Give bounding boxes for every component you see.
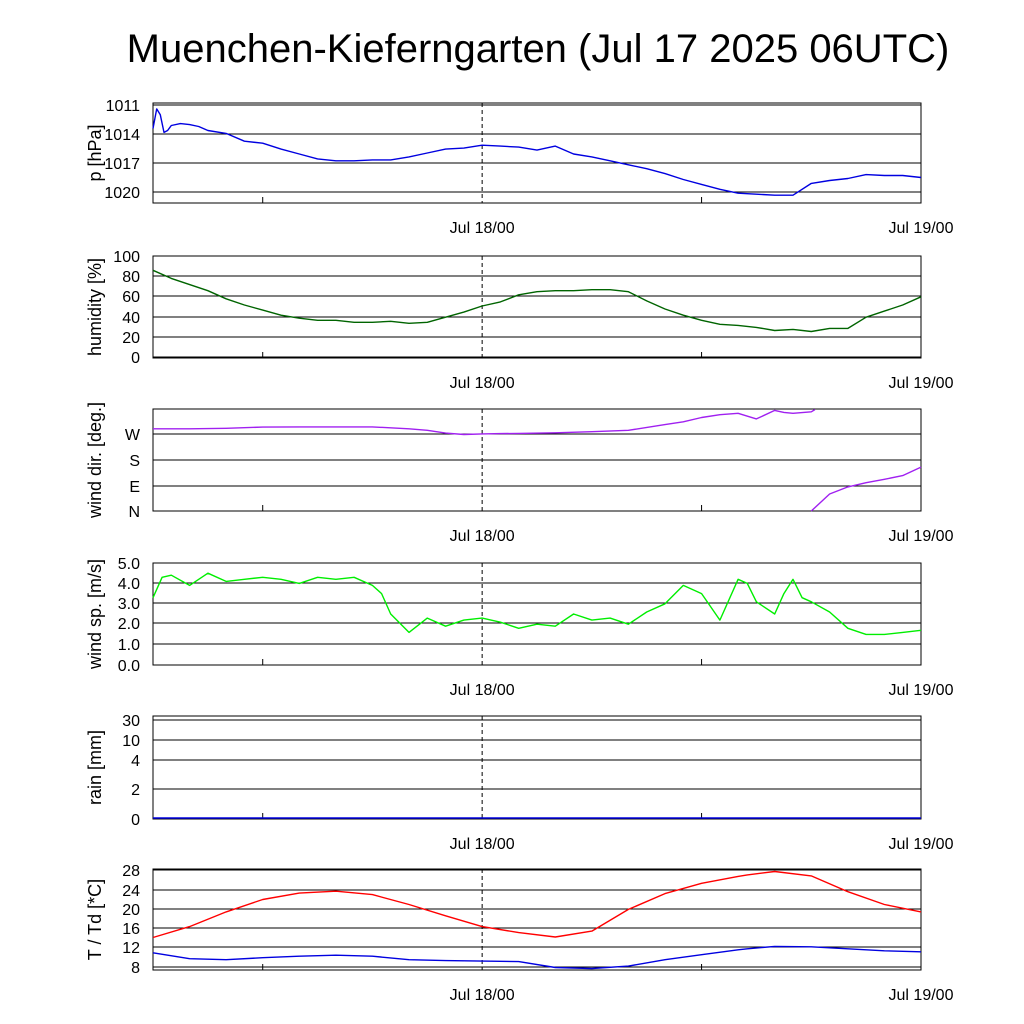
y-axis-label: T / Td [*C] — [85, 879, 105, 960]
y-tick-label: 12 — [122, 940, 140, 957]
x-tick-label: Jul 19/00 — [889, 682, 954, 699]
y-axis-label: p [hPa] — [85, 124, 105, 181]
y-tick-label: 1014 — [104, 127, 140, 144]
y-tick-label: 3.0 — [118, 596, 140, 613]
plot-frame — [152, 868, 922, 971]
y-tick-label: 1017 — [104, 156, 140, 173]
y-tick-label: 16 — [122, 921, 140, 938]
y-tick-label: 24 — [122, 883, 140, 900]
x-tick-label: Jul 18/00 — [450, 987, 515, 1004]
x-tick-label: Jul 18/00 — [450, 528, 515, 545]
series-line-1 — [152, 572, 922, 636]
x-tick-label: Jul 19/00 — [889, 528, 954, 545]
series-line-2 — [152, 945, 922, 970]
y-tick-label: 60 — [122, 289, 140, 306]
y-axis-label: wind dir. [deg.] — [85, 402, 105, 519]
y-tick-label: 30 — [122, 713, 140, 730]
x-tick-label: Jul 18/00 — [450, 375, 515, 392]
x-tick-label: Jul 18/00 — [450, 682, 515, 699]
y-tick-label: 0 — [131, 350, 140, 367]
series-line-1 — [153, 409, 816, 436]
panel-4: 0.0 1.0 2.0 3.0 4.0 5.0 Jul 18/00 Jul 19/00 wind… — [85, 556, 954, 699]
series-segment-1 — [810, 466, 922, 512]
y-tick-label: N — [128, 504, 140, 521]
y-tick-label: 4 — [131, 753, 140, 770]
y-tick-label: 100 — [113, 249, 140, 266]
y-tick-label: 2.0 — [118, 616, 140, 633]
y-tick-label: 2 — [131, 782, 140, 799]
y-tick-label: 0 — [131, 812, 140, 829]
y-axis-label: rain [mm] — [85, 730, 105, 805]
y-tick-label: 80 — [122, 269, 140, 286]
y-axis-label: wind sp. [m/s] — [85, 559, 105, 670]
y-tick-label: 4.0 — [118, 576, 140, 593]
series-line-1 — [152, 108, 922, 196]
y-tick-label: W — [125, 427, 141, 444]
series-line-1 — [152, 870, 922, 939]
y-tick-label: 1011 — [106, 98, 141, 115]
y-tick-label: 20 — [122, 902, 140, 919]
x-tick-label: Jul 18/00 — [450, 836, 515, 853]
y-tick-label: S — [129, 453, 140, 470]
y-tick-label: 8 — [131, 960, 140, 977]
series-line-1 — [152, 269, 922, 333]
panel-6: 8 12 16 20 24 28 Jul 18/00 Jul 19/00 T / Td [*C] — [85, 863, 954, 1004]
y-tick-label: 1.0 — [118, 637, 140, 654]
y-tick-label: 40 — [122, 310, 140, 327]
x-tick-label: Jul 18/00 — [450, 220, 515, 237]
plot-frame — [152, 562, 922, 666]
plot-frame — [152, 255, 922, 359]
y-tick-label: 5.0 — [118, 556, 140, 573]
x-tick-label: Jul 19/00 — [889, 987, 954, 1004]
y-tick-label: 28 — [122, 863, 140, 880]
plot-frame — [152, 715, 922, 820]
y-tick-label: E — [129, 479, 140, 496]
x-tick-label: Jul 19/00 — [889, 220, 954, 237]
y-tick-label: 0.0 — [118, 658, 140, 675]
panel-1: 1011 1014 1017 1020 Jul 18/00 Jul 19/00 p [hPa… — [85, 98, 954, 237]
plot-frame — [152, 408, 922, 512]
panel-2: 0 20 40 60 80 100 Jul 18/00 Jul 19/00 humidity [… — [85, 249, 954, 392]
x-tick-label: Jul 19/00 — [889, 836, 954, 853]
plot-frame — [152, 102, 922, 204]
y-axis-label: humidity [%] — [85, 258, 105, 356]
x-tick-label: Jul 19/00 — [889, 375, 954, 392]
y-tick-label: 1020 — [104, 185, 140, 202]
y-tick-label: 10 — [122, 733, 140, 750]
y-tick-label: 20 — [122, 330, 140, 347]
chart-title: Muenchen-Kieferngarten (Jul 17 2025 06UT… — [127, 27, 950, 71]
panel-5: 0 2 4 10 30 Jul 18/00 Jul 19/00 rain [mm] — [85, 713, 954, 853]
